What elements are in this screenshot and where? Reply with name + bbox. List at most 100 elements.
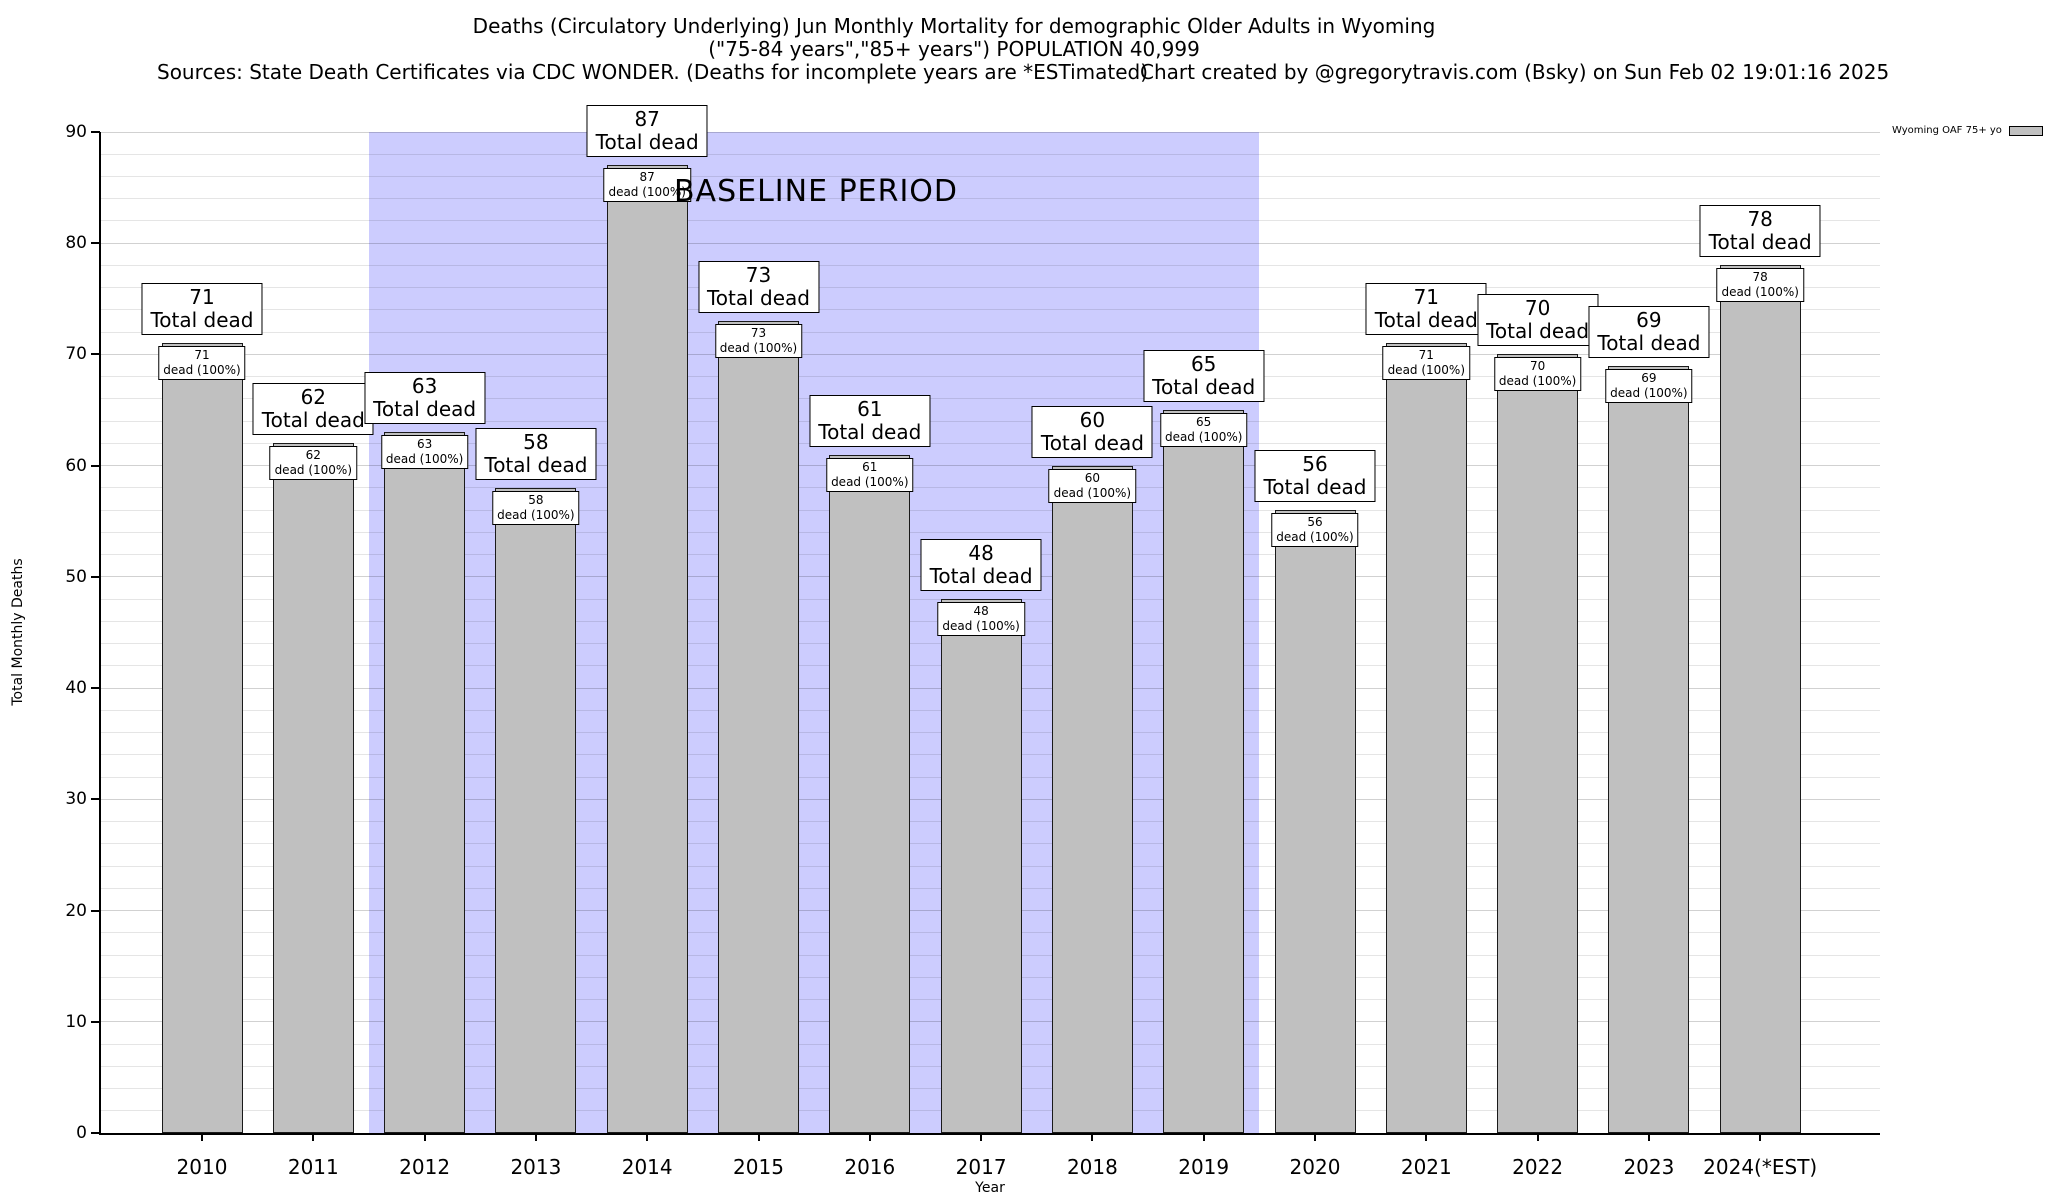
- bar-total-label: 60 Total dead: [1031, 405, 1153, 458]
- y-tick-label: 50: [65, 566, 87, 587]
- bar-inner-label: 87 dead (100%): [603, 168, 691, 203]
- gridline: [100, 220, 1880, 222]
- gridline: [100, 398, 1880, 400]
- bar-2021: [1385, 343, 1467, 1133]
- bar-total-text: Total dead: [1486, 319, 1590, 344]
- bar-inner-value: 65: [1196, 415, 1212, 430]
- bar-inner-label: 65 dead (100%): [1159, 413, 1248, 448]
- gridline: [100, 353, 1880, 355]
- bar-total-value: 58: [523, 429, 549, 454]
- y-tick: [91, 353, 100, 356]
- bar-inner-text: dead (100%): [831, 474, 909, 489]
- x-tick-label: 2020: [1289, 1155, 1341, 1179]
- bar-inner-text: dead (100%): [1387, 363, 1466, 378]
- bar-total-label: 71 Total dead: [1365, 283, 1487, 336]
- bar-inner-label: 71 dead (100%): [158, 346, 246, 381]
- bar-total-label: 71 Total dead: [141, 283, 263, 336]
- x-tick-label: 2021: [1400, 1155, 1452, 1179]
- gridline: [100, 487, 1880, 489]
- gridline: [100, 264, 1880, 266]
- gridline: [100, 175, 1880, 177]
- bar-total-value: 48: [968, 541, 994, 566]
- bar-total-label: 58 Total dead: [475, 427, 597, 480]
- bar-inner-text: dead (100%): [719, 341, 798, 356]
- bar-inner-text: dead (100%): [608, 185, 686, 200]
- gridline: [100, 376, 1880, 378]
- bar-total-label: 65 Total dead: [1143, 350, 1265, 403]
- chart-sources: Sources: State Death Certificates via CD…: [157, 60, 1149, 84]
- bar-total-value: 87: [634, 107, 660, 132]
- bar-2013: [495, 487, 577, 1133]
- bar-total-value: 56: [1302, 452, 1328, 477]
- gridline: [100, 131, 1880, 133]
- y-tick: [91, 242, 100, 245]
- gridline: [100, 420, 1880, 422]
- x-tick: [201, 1133, 203, 1141]
- bar-inner-value: 69: [1641, 370, 1657, 385]
- bar-inner-value: 71: [194, 348, 210, 363]
- y-tick-label: 20: [65, 900, 87, 921]
- chart-credit: Chart created by @gregorytravis.com (Bsk…: [1140, 60, 1890, 84]
- bar-total-label: 73 Total dead: [697, 261, 820, 314]
- y-tick-label: 40: [65, 678, 87, 699]
- x-tick-label: 2018: [1066, 1155, 1118, 1179]
- y-tick: [91, 798, 100, 801]
- bar-inner-value: 73: [750, 326, 767, 341]
- y-tick: [91, 464, 100, 467]
- bar-total-text: Total dead: [818, 419, 922, 444]
- bar-total-label: 63 Total dead: [364, 372, 486, 425]
- x-axis-title: Year: [975, 1180, 1005, 1196]
- bar-inner-label: 62 dead (100%): [269, 446, 358, 481]
- bar-inner-label: 61 dead (100%): [826, 457, 914, 492]
- gridline: [100, 509, 1880, 511]
- bar-total-value: 61: [857, 396, 883, 421]
- y-tick-label: 60: [65, 455, 87, 476]
- bar-total-text: Total dead: [929, 564, 1033, 589]
- bar-inner-text: dead (100%): [385, 452, 464, 467]
- x-tick-label: 2011: [287, 1155, 339, 1179]
- bar-2011: [272, 443, 354, 1133]
- bar-2023: [1608, 365, 1690, 1133]
- bar-inner-text: dead (100%): [1164, 430, 1243, 445]
- y-tick: [91, 131, 100, 133]
- bar-total-text: Total dead: [1152, 375, 1256, 400]
- bar-inner-text: dead (100%): [1276, 530, 1354, 545]
- bar-inner-value: 48: [973, 604, 989, 619]
- bar-2015: [718, 321, 799, 1133]
- bar-inner-label: 71 dead (100%): [1382, 346, 1471, 381]
- chart-subtitle: ("75-84 years","85+ years") POPULATION 4…: [708, 37, 1200, 61]
- bar-2012: [384, 432, 466, 1133]
- x-tick: [1202, 1133, 1205, 1141]
- bar-2017: [940, 599, 1022, 1133]
- bar-total-text: Total dead: [1263, 475, 1367, 500]
- y-axis-line: [99, 132, 101, 1135]
- bar-inner-value: 61: [862, 459, 878, 474]
- gridline: [100, 242, 1880, 244]
- y-tick-label: 80: [65, 233, 87, 254]
- x-tick: [646, 1133, 649, 1141]
- x-tick: [1536, 1133, 1539, 1141]
- bar-2024(*EST): [1719, 265, 1801, 1133]
- bar-inner-text: dead (100%): [274, 463, 353, 478]
- bar-inner-text: dead (100%): [1721, 285, 1799, 300]
- bar-total-text: Total dead: [706, 286, 811, 311]
- bar-inner-text: dead (100%): [163, 363, 241, 378]
- x-tick-label: 2013: [510, 1155, 562, 1179]
- x-tick: [868, 1133, 871, 1141]
- bar-total-value: 65: [1190, 352, 1217, 377]
- x-tick: [1091, 1133, 1094, 1141]
- x-tick-label: 2012: [399, 1155, 451, 1179]
- gridline: [100, 309, 1880, 311]
- bar-total-value: 73: [745, 263, 772, 288]
- x-axis-line: [99, 1133, 1880, 1135]
- bar-total-value: 71: [1413, 285, 1440, 310]
- bar-total-text: Total dead: [1374, 308, 1478, 333]
- bar-inner-label: 73 dead (100%): [714, 324, 803, 359]
- bar-2014: [606, 165, 688, 1133]
- bar-inner-label: 70 dead (100%): [1493, 357, 1582, 392]
- gridline: [100, 465, 1880, 467]
- x-tick-label: 2023: [1623, 1155, 1675, 1179]
- x-tick-label: 2010: [176, 1155, 228, 1179]
- bar-inner-text: dead (100%): [497, 507, 575, 522]
